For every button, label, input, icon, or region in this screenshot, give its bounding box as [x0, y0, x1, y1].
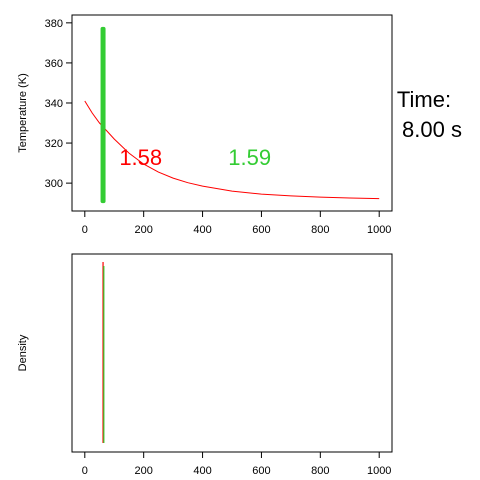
panel1-x-tick-label-800: 800 — [311, 224, 329, 236]
panel2-x-tick-label-0: 0 — [82, 465, 88, 477]
panel2-x-tick-label-600: 600 — [252, 465, 270, 477]
panel2-x-axis: 0 200 400 600 800 1000 — [82, 452, 391, 477]
panel1-y-tick-label-360: 360 — [45, 58, 63, 70]
panel2-frame — [71, 253, 393, 453]
panel1-x-tick-label-200: 200 — [135, 224, 153, 236]
panel1-y-tick-label-340: 340 — [45, 98, 63, 110]
panel1-x-tick-label-1000: 1000 — [367, 224, 391, 236]
red-value-label: 1.58 — [119, 145, 162, 170]
time-value: 8.00 s — [402, 117, 462, 142]
panel1-x-tick-label-0: 0 — [82, 224, 88, 236]
panel1-y-axis-label: Temperature (K) — [17, 73, 29, 152]
panel1-x-tick-label-400: 400 — [193, 224, 211, 236]
panel2-x-tick-label-1000: 1000 — [367, 465, 391, 477]
panel1-x-axis: 0 200 400 600 800 1000 — [82, 211, 391, 236]
panel1-x-tick-label-600: 600 — [252, 224, 270, 236]
panel2-x-tick-label-400: 400 — [193, 465, 211, 477]
panel1-y-tick-label-300: 300 — [45, 178, 63, 190]
panel1-y-tick-label-380: 380 — [45, 18, 63, 30]
green-value-label: 1.59 — [228, 145, 271, 170]
panel1-y-axis: 300 320 340 360 380 — [45, 18, 72, 190]
panel1-y-tick-label-320: 320 — [45, 138, 63, 150]
panel2-x-tick-label-200: 200 — [135, 465, 153, 477]
time-label: Time: — [397, 87, 451, 112]
panel1-frame — [71, 14, 393, 212]
panel2-y-axis-label: Density — [17, 334, 29, 371]
panel2-x-tick-label-800: 800 — [311, 465, 329, 477]
density-panel: 0 200 400 600 800 1000 Density — [17, 253, 393, 477]
green-position-marker — [100, 26, 106, 204]
temperature-panel: 0 200 400 600 800 1000 300 320 340 360 380 Temper… — [17, 14, 393, 236]
